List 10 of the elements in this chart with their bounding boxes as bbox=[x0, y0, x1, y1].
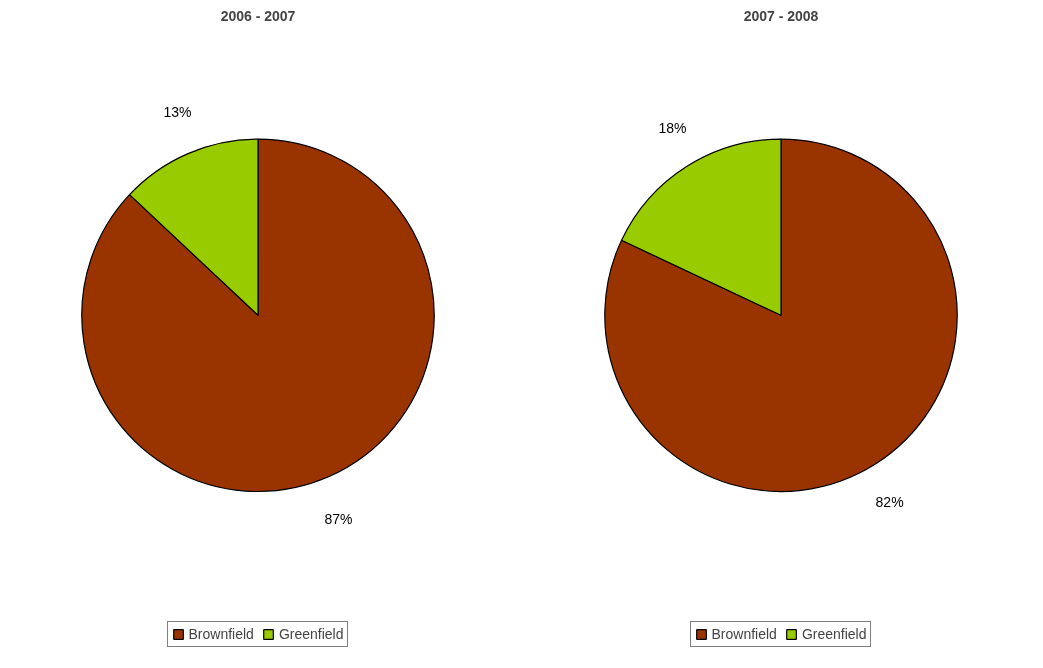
data-label: 18% bbox=[658, 120, 687, 137]
legend-label: Greenfield bbox=[278, 626, 344, 642]
legend-label: Brownfield bbox=[188, 626, 254, 642]
legend-label: Greenfield bbox=[801, 626, 867, 642]
legend-label: Brownfield bbox=[711, 626, 777, 642]
chart-title: 2007 - 2008 bbox=[743, 7, 819, 24]
chart-title: 2006 - 2007 bbox=[220, 7, 296, 24]
data-label: 82% bbox=[875, 494, 904, 511]
data-label: 87% bbox=[324, 510, 353, 527]
data-label: 13% bbox=[163, 103, 192, 120]
